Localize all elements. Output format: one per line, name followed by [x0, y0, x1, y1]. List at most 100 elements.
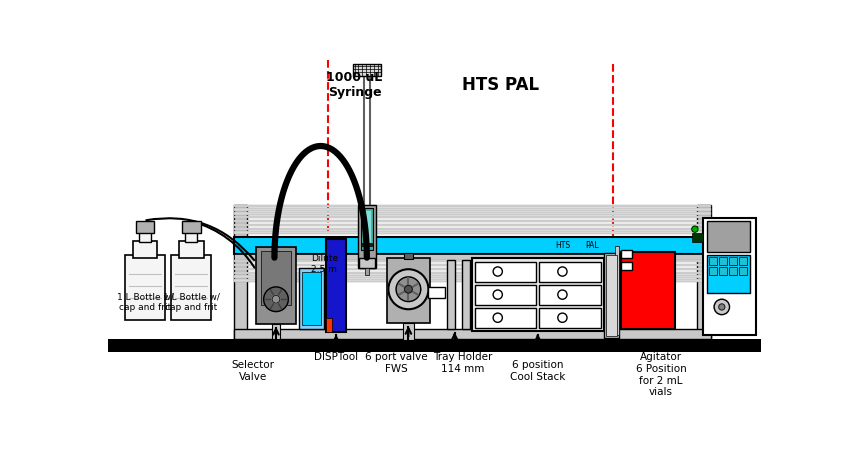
Bar — [606, 254, 617, 336]
Bar — [360, 208, 373, 250]
Bar — [256, 247, 296, 324]
Bar — [475, 308, 536, 328]
Bar — [697, 205, 711, 339]
Bar — [471, 258, 604, 331]
Bar — [299, 267, 324, 329]
Bar — [621, 262, 632, 270]
Bar — [234, 275, 711, 278]
Bar — [234, 227, 711, 230]
Bar — [326, 239, 346, 332]
Bar — [234, 279, 711, 281]
Circle shape — [404, 285, 412, 293]
Circle shape — [264, 287, 288, 312]
Text: Agitator
6 Position
for 2 mL
vials: Agitator 6 Position for 2 mL vials — [636, 352, 686, 397]
Text: HTS: HTS — [555, 241, 570, 250]
Bar — [272, 324, 280, 339]
Bar — [739, 267, 747, 274]
Bar — [358, 205, 376, 267]
Text: 6 port valve: 6 port valve — [365, 352, 427, 363]
Circle shape — [272, 295, 280, 303]
Circle shape — [494, 267, 502, 276]
Circle shape — [558, 290, 567, 299]
Circle shape — [714, 299, 729, 315]
Text: 1 L Bottle w/
cap and frit: 1 L Bottle w/ cap and frit — [117, 293, 174, 312]
Bar — [539, 285, 601, 305]
Text: HTS PAL: HTS PAL — [462, 76, 539, 94]
Bar — [234, 272, 711, 274]
Bar — [604, 253, 619, 338]
Text: 1 L Bottle w/
cap and frit: 1 L Bottle w/ cap and frit — [163, 293, 220, 312]
Bar — [475, 285, 536, 305]
Bar — [234, 212, 711, 214]
Bar — [404, 253, 413, 259]
Bar — [234, 329, 711, 338]
Bar — [363, 210, 371, 245]
Bar — [234, 237, 711, 254]
Bar — [360, 258, 375, 268]
Text: Selector
Valve: Selector Valve — [232, 360, 275, 382]
Bar — [739, 257, 747, 265]
Text: 6 position
Cool Stack: 6 position Cool Stack — [510, 360, 566, 382]
Bar — [136, 221, 154, 233]
Bar — [234, 267, 711, 270]
Bar — [475, 261, 536, 281]
Bar — [447, 260, 455, 329]
Circle shape — [396, 277, 421, 302]
Bar — [234, 224, 711, 226]
Circle shape — [494, 290, 502, 299]
Bar — [703, 218, 756, 335]
Bar — [621, 250, 632, 258]
Bar — [326, 318, 332, 332]
Bar — [719, 257, 728, 265]
Circle shape — [494, 313, 502, 322]
Bar — [234, 220, 711, 222]
Bar — [539, 308, 601, 328]
Bar — [353, 64, 381, 76]
Circle shape — [692, 226, 698, 232]
Bar — [260, 252, 292, 305]
Bar — [709, 267, 717, 274]
Bar — [234, 205, 711, 207]
Bar — [539, 261, 601, 281]
Text: PAL: PAL — [585, 241, 599, 250]
Bar — [234, 208, 711, 211]
Bar — [139, 232, 151, 242]
Bar — [365, 267, 369, 275]
Bar — [125, 254, 165, 320]
Text: Tray Holder
114 mm: Tray Holder 114 mm — [432, 352, 492, 374]
Bar — [728, 267, 737, 274]
Bar — [234, 254, 711, 260]
Bar — [182, 221, 200, 233]
Bar — [234, 264, 711, 266]
Bar — [719, 267, 728, 274]
Bar — [692, 233, 703, 242]
Bar — [462, 260, 470, 329]
Bar — [234, 260, 711, 262]
Bar — [171, 254, 211, 320]
Text: Dilute
2.5 m: Dilute 2.5 m — [311, 254, 338, 274]
Circle shape — [719, 304, 725, 310]
Bar — [387, 258, 430, 323]
Bar — [302, 272, 321, 325]
Circle shape — [388, 269, 428, 309]
Bar — [234, 232, 711, 234]
Bar — [234, 205, 248, 339]
Bar — [707, 254, 750, 293]
Bar — [179, 241, 204, 258]
Bar — [234, 216, 711, 219]
Bar — [185, 232, 198, 242]
Text: DISPTool: DISPTool — [314, 352, 358, 363]
Bar — [621, 252, 675, 329]
Bar — [707, 221, 750, 252]
Circle shape — [558, 313, 567, 322]
Bar — [428, 287, 445, 298]
Bar — [133, 241, 158, 258]
Text: 1000 uL
Syringe: 1000 uL Syringe — [326, 71, 382, 99]
Bar — [728, 257, 737, 265]
Text: FWS: FWS — [385, 364, 408, 374]
Bar — [403, 323, 414, 340]
Bar — [615, 246, 619, 335]
Bar — [109, 339, 761, 352]
Bar — [361, 243, 372, 246]
Bar — [709, 257, 717, 265]
